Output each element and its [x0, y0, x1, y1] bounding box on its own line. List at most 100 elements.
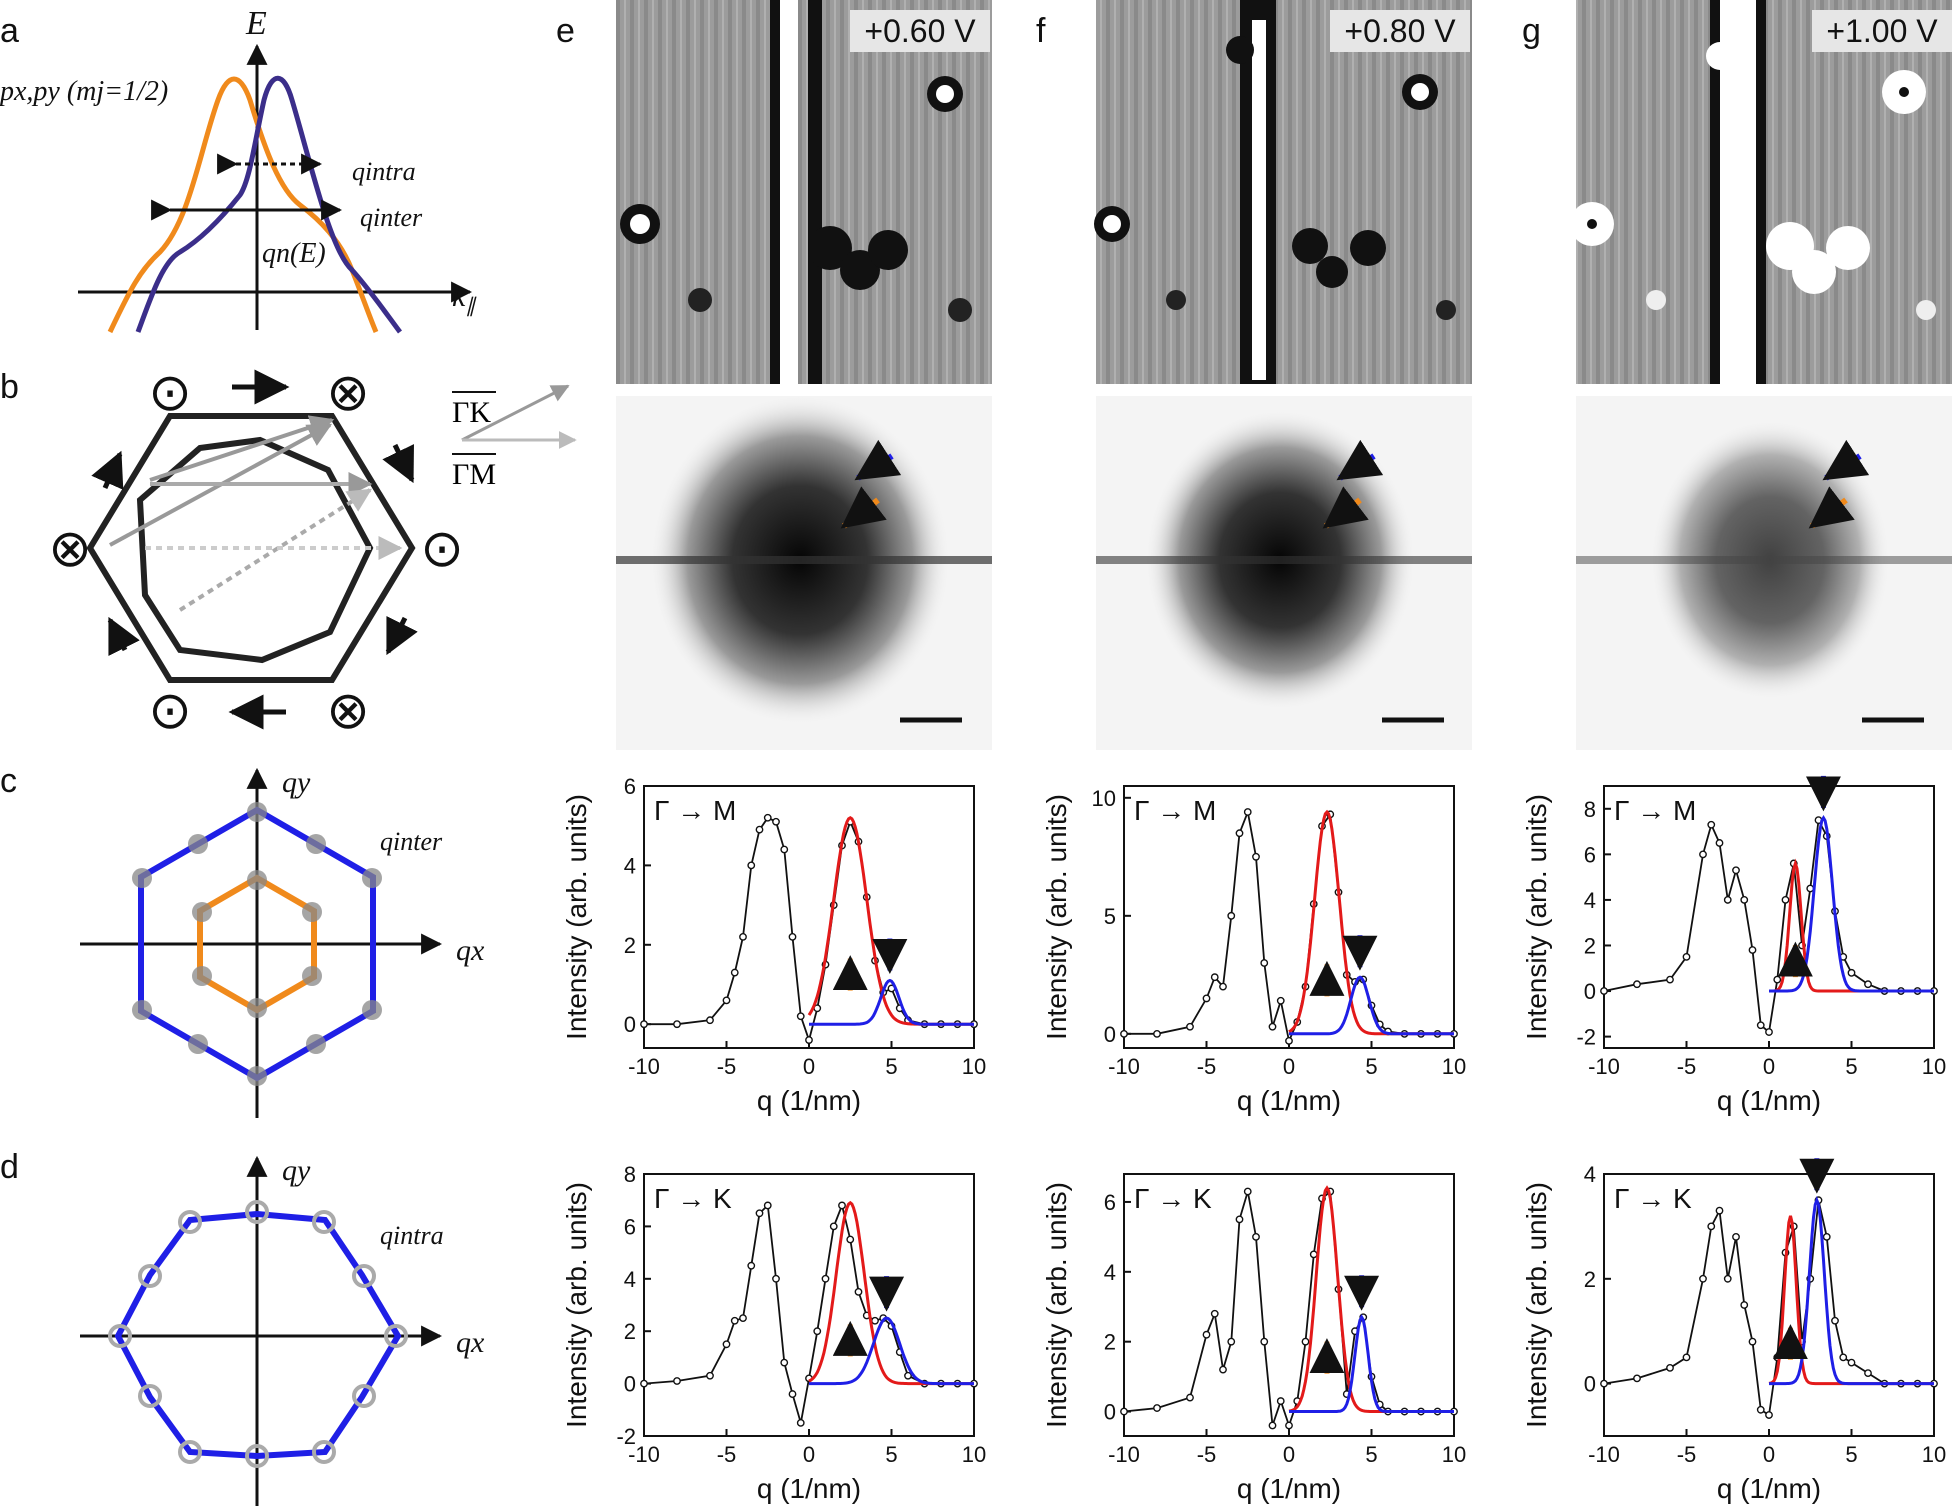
q-intra-label: qintra	[380, 1221, 444, 1250]
data-point	[796, 1419, 805, 1427]
data-point	[1666, 975, 1674, 984]
qy-label: qy	[282, 766, 311, 799]
red-fit-curve	[807, 816, 974, 1026]
data-point	[1748, 946, 1757, 954]
data-point	[1666, 1363, 1674, 1372]
fft-images	[616, 395, 1952, 750]
data-point	[1707, 1222, 1716, 1231]
linecut-plot-e-m: -10 -5 0 5 10 0 2 4 6 q (1/nm) Intensity (arb. uni…	[561, 774, 986, 1116]
data-point	[1633, 980, 1641, 989]
x-tick-label: -10	[1588, 1442, 1620, 1467]
data-point	[1748, 1337, 1757, 1346]
linecut-plot-g-m: -10 -5 0 5 10 -2 0 2 4 6 8 q (1/nm) Intensity (arb. …	[1521, 775, 1946, 1116]
x-tick-label: -5	[717, 1442, 737, 1467]
data-point	[1864, 980, 1872, 989]
x-tick-label: -10	[1108, 1054, 1140, 1079]
data-point	[1243, 1187, 1252, 1196]
y-tick-label: 4	[1104, 1260, 1116, 1285]
qx-label: qx	[456, 1326, 485, 1359]
stm-image-e: +0.60 V	[616, 0, 992, 384]
data-point	[1600, 1379, 1608, 1388]
data-series-line	[644, 816, 974, 1044]
y-tick-label: 2	[1584, 1267, 1596, 1292]
y-tick-label: 2	[624, 1319, 636, 1344]
panel-label-c: c	[0, 762, 17, 800]
data-point	[1268, 1421, 1277, 1430]
x-tick-label: 5	[1845, 1054, 1857, 1079]
blue-fit-curve	[1289, 1314, 1454, 1413]
data-point	[821, 1274, 830, 1283]
linecut-plot-g-k: -10 -5 0 5 10 0 2 4 q (1/nm) Intensity (arb. unit…	[1521, 1158, 1946, 1504]
y-axis-label: Intensity (arb. units)	[1041, 794, 1072, 1040]
x-axis-label: q (1/nm)	[1237, 1085, 1341, 1116]
x-tick-label: 5	[1365, 1054, 1377, 1079]
x-tick-label: -5	[717, 1054, 737, 1079]
blue-fit-curve	[809, 1316, 974, 1386]
panel-label-b: b	[0, 368, 19, 406]
data-point	[747, 861, 756, 870]
data-point	[1740, 1301, 1749, 1309]
data-point	[1765, 1028, 1773, 1036]
data-point	[763, 1201, 772, 1210]
data-point	[1732, 866, 1740, 875]
direction-label: Γ → M	[1614, 795, 1696, 826]
data-point	[1740, 896, 1749, 904]
data-point	[1186, 1022, 1194, 1031]
x-tick-label: 0	[1283, 1054, 1295, 1079]
data-series-line	[1123, 1189, 1454, 1429]
y-tick-label: 0	[624, 1372, 636, 1397]
spin-arrows	[91, 369, 418, 730]
panel-label-d: d	[0, 1148, 19, 1186]
data-point	[1864, 1369, 1872, 1378]
spin-in-icon: ⊗	[48, 519, 92, 579]
spin-arrow-icon	[382, 443, 415, 484]
data-point	[871, 1316, 879, 1325]
x-tick-label: 5	[885, 1442, 897, 1467]
x-tick-label: 5	[1845, 1442, 1857, 1467]
outer-hexagon	[86, 413, 416, 683]
data-point	[706, 1371, 714, 1380]
y-tick-label: 0	[1584, 1372, 1596, 1397]
data-point	[1633, 1374, 1641, 1383]
y-tick-label: 4	[624, 853, 636, 878]
data-point	[1285, 1037, 1293, 1045]
blue-fit-curve	[809, 978, 974, 1026]
data-point	[722, 996, 731, 1005]
spin-out-icon: ⊙	[148, 681, 192, 741]
spin-arrow-icon	[91, 450, 124, 490]
data-point	[904, 1371, 912, 1380]
data-point	[1235, 1215, 1244, 1224]
data-point	[1707, 820, 1716, 829]
data-point	[722, 1340, 731, 1349]
red-fit-curve	[1768, 1215, 1934, 1386]
orange-arrow-icon	[840, 486, 887, 529]
x-axis-label: q (1/nm)	[757, 1473, 861, 1504]
q-intra-label: qintra	[352, 157, 416, 186]
direction-label: Γ → K	[1134, 1183, 1212, 1214]
q-inter-label: qinter	[380, 827, 443, 856]
q-points	[108, 1200, 408, 1468]
y-tick-label: 2	[1104, 1330, 1116, 1355]
x-tick-label: -10	[628, 1442, 660, 1467]
panel-b-contour: ⊙ ⊗ ⊗ ⊙ ⊙ ⊗ ΓK ΓM	[48, 363, 577, 741]
y-tick-label: 2	[624, 933, 636, 958]
data-point	[1682, 952, 1691, 961]
y-tick-label: 0	[1104, 1022, 1116, 1047]
y-axis-label: Intensity (arb. units)	[1521, 1182, 1552, 1428]
panel-labels: a b c d e f g	[0, 12, 1541, 1186]
data-point	[838, 1201, 846, 1210]
data-point	[1219, 982, 1227, 991]
x-axis-label: q (1/nm)	[1717, 1085, 1821, 1116]
x-tick-label: -10	[628, 1054, 660, 1079]
q-points	[132, 802, 382, 1086]
data-point	[1301, 1337, 1310, 1346]
data-point	[673, 1020, 681, 1029]
data-point	[1219, 1365, 1227, 1374]
blue-arrow-icon	[854, 439, 902, 481]
y-tick-label: 0	[1104, 1400, 1116, 1425]
panel-label-f: f	[1036, 12, 1046, 50]
x-tick-label: -10	[1108, 1442, 1140, 1467]
data-point	[1260, 959, 1269, 967]
data-point	[640, 1020, 648, 1029]
qy-label: qy	[282, 1154, 311, 1187]
